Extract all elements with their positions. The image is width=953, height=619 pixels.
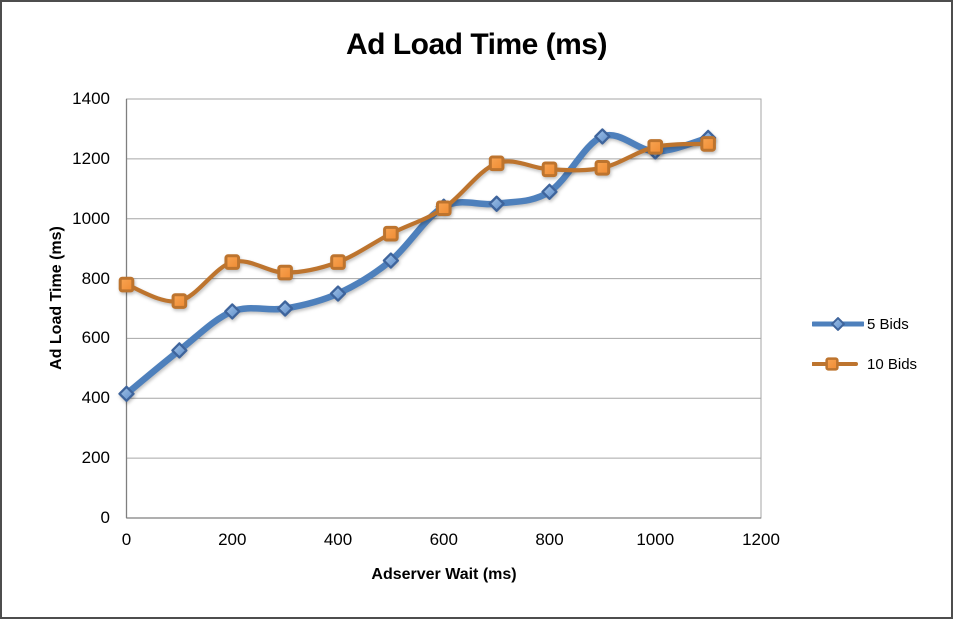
series-marker	[488, 195, 505, 212]
y-tick-label: 1200	[72, 148, 110, 168]
chart-title: Ad Load Time (ms)	[346, 28, 607, 61]
x-tick-label: 1000	[636, 530, 675, 549]
x-axis-title: Adserver Wait (ms)	[371, 566, 517, 583]
x-tick-label: 800	[535, 530, 564, 549]
x-tick-label: 200	[218, 530, 247, 549]
series-marker	[171, 342, 188, 359]
series-marker	[118, 385, 135, 402]
x-tick-label: 400	[323, 530, 353, 549]
series-marker	[647, 139, 664, 155]
series-line-10-bids	[124, 141, 711, 304]
legend-label-10-bids: 10 Bids	[867, 355, 918, 373]
legend-label-5-bids: 5 Bids	[867, 315, 909, 333]
y-tick-label: 800	[81, 268, 110, 288]
series-marker	[594, 128, 611, 145]
legend-item-5-bids: 5 Bids	[812, 315, 917, 333]
series-marker	[831, 317, 845, 331]
series-marker	[541, 183, 558, 200]
y-tick-label: 1400	[72, 89, 110, 108]
series-marker	[382, 252, 400, 269]
series-marker	[435, 200, 452, 217]
series-marker	[541, 161, 558, 178]
series-marker	[277, 264, 293, 281]
y-tick-label: 200	[81, 448, 110, 468]
legend-item-10-bids: 10 Bids	[812, 355, 918, 373]
legend: 5 Bids 10 Bids	[812, 315, 918, 373]
series-marker	[700, 136, 716, 152]
series-5-bids	[118, 128, 717, 402]
series-line-5-bids	[123, 131, 712, 398]
legend-marker-5-bids-icon	[812, 317, 864, 331]
series-marker	[488, 155, 505, 172]
x-tick-label: 0	[121, 530, 132, 549]
y-tick-label: 1000	[72, 208, 110, 228]
legend-marker-10-bids-icon	[812, 357, 858, 371]
x-tick-label: 1200	[742, 530, 780, 549]
series-marker	[276, 300, 294, 317]
series-marker	[118, 276, 135, 293]
series-marker	[171, 293, 188, 309]
y-tick-label: 0	[100, 508, 110, 527]
x-tick-label: 600	[429, 530, 458, 549]
series-marker	[224, 254, 241, 270]
series-marker	[330, 254, 346, 270]
series-marker	[224, 303, 241, 320]
series-marker	[383, 225, 399, 242]
plot-border	[126, 98, 762, 519]
series-marker	[329, 285, 347, 302]
y-tick-label: 600	[81, 328, 110, 348]
series-10-bids	[118, 136, 716, 309]
series-marker	[594, 160, 611, 176]
y-tick-label: 400	[81, 388, 110, 408]
series-marker	[825, 357, 839, 371]
